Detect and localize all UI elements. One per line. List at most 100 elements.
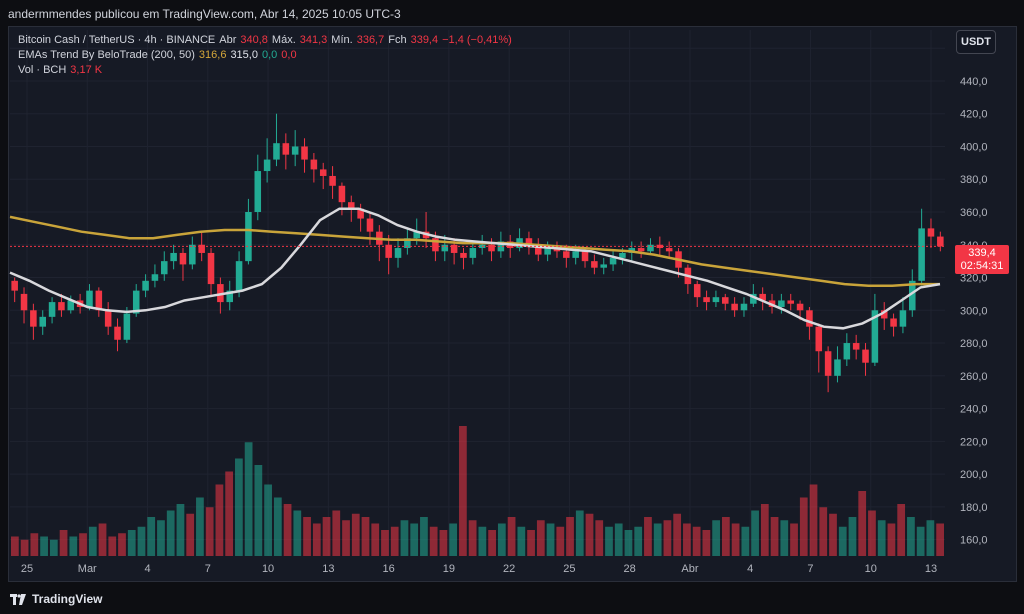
volume-bar bbox=[410, 523, 419, 556]
top-bar: andermmendes publicou em TradingView.com… bbox=[0, 0, 1024, 26]
candle-body bbox=[104, 310, 112, 327]
y-tick-label: 440,0 bbox=[960, 76, 988, 88]
legend-ohlc-row[interactable]: Bitcoin Cash / TetherUS · 4h · BINANCE A… bbox=[18, 33, 512, 48]
candle-body bbox=[899, 310, 907, 327]
bar-countdown: 02:54:31 bbox=[960, 260, 1004, 272]
candle-body bbox=[254, 171, 262, 212]
ema-title: EMAs Trend By BeloTrade (200, 50) bbox=[18, 49, 195, 61]
volume-bar bbox=[546, 523, 555, 556]
volume-bar bbox=[673, 513, 682, 556]
candle-body bbox=[310, 159, 318, 170]
volume-bar bbox=[829, 513, 837, 556]
volume-bar bbox=[322, 517, 331, 556]
volume-bar bbox=[751, 510, 759, 556]
candle-body bbox=[432, 238, 439, 252]
candle-body bbox=[647, 244, 654, 252]
volume-bar bbox=[88, 526, 97, 556]
volume-bar bbox=[342, 520, 350, 556]
volume-bar bbox=[468, 520, 477, 556]
candle-body bbox=[319, 169, 327, 176]
candle-body bbox=[301, 146, 308, 160]
volume-bar bbox=[127, 530, 136, 556]
candle-body bbox=[591, 261, 598, 268]
volume-bar bbox=[361, 517, 370, 556]
volume-bar bbox=[381, 530, 389, 556]
currency-button[interactable]: USDT bbox=[956, 30, 996, 54]
candle-body bbox=[441, 244, 449, 252]
volume-bar bbox=[478, 526, 487, 556]
candle-body bbox=[95, 290, 103, 311]
candle-body bbox=[114, 326, 121, 340]
candle-body bbox=[563, 251, 570, 258]
volume-bar bbox=[497, 523, 506, 556]
candle-body bbox=[572, 251, 579, 258]
volume-bar bbox=[166, 510, 175, 556]
candle-body bbox=[48, 302, 56, 317]
candle-body bbox=[712, 297, 720, 303]
candle-body bbox=[151, 274, 159, 281]
candle-body bbox=[273, 143, 280, 160]
close-value: 339,4 bbox=[410, 34, 439, 46]
y-tick-label: 320,0 bbox=[960, 273, 988, 285]
candle-body bbox=[142, 280, 149, 291]
y-tick-label: 400,0 bbox=[960, 141, 988, 153]
open-value: 340,8 bbox=[240, 34, 268, 46]
volume-bar bbox=[371, 523, 380, 556]
candle-body bbox=[535, 244, 542, 255]
x-tick-label: 4 bbox=[747, 563, 753, 575]
y-tick-label: 240,0 bbox=[960, 404, 988, 416]
high-value: 341,3 bbox=[299, 34, 328, 46]
volume-bar bbox=[770, 517, 779, 556]
volume-bar bbox=[819, 507, 828, 556]
candle-body bbox=[11, 280, 18, 291]
candle-body bbox=[796, 303, 804, 311]
candle-body bbox=[226, 290, 233, 303]
volume-bar bbox=[118, 533, 126, 556]
candle-body bbox=[750, 293, 757, 304]
volume-bar bbox=[312, 523, 321, 556]
volume-bar bbox=[69, 536, 78, 556]
volume-bar bbox=[585, 513, 594, 556]
candle-body bbox=[338, 185, 346, 203]
candle-body bbox=[787, 300, 794, 304]
change-value: −1,4 (−0,41%) bbox=[442, 34, 512, 46]
volume-bar bbox=[439, 530, 448, 556]
candle-body bbox=[170, 252, 177, 262]
candle-body bbox=[703, 297, 710, 303]
volume-bar bbox=[897, 504, 906, 556]
candle-body bbox=[665, 248, 673, 252]
x-tick-label: 22 bbox=[503, 563, 515, 575]
candle-body bbox=[824, 351, 832, 376]
legend-volume-row[interactable]: Vol · BCH 3,17 K bbox=[18, 63, 512, 78]
candle-body bbox=[937, 236, 944, 247]
volume-value: 3,17 K bbox=[70, 64, 103, 76]
volume-bar bbox=[868, 510, 876, 556]
candle-body bbox=[862, 349, 869, 363]
volume-bar bbox=[936, 523, 944, 556]
candle-body bbox=[86, 290, 93, 308]
candle-body bbox=[161, 261, 168, 275]
candle-body bbox=[637, 248, 645, 252]
x-tick-label: 25 bbox=[563, 563, 575, 575]
volume-bar bbox=[488, 530, 496, 556]
x-tick-label: 10 bbox=[865, 563, 877, 575]
tradingview-logo[interactable]: TradingView bbox=[10, 592, 102, 606]
volume-bar bbox=[332, 510, 341, 556]
candle-body bbox=[600, 264, 607, 268]
ema-value-1: 316,6 bbox=[198, 49, 227, 61]
legend-ema-row[interactable]: EMAs Trend By BeloTrade (200, 50) 316,6 … bbox=[18, 48, 512, 63]
candle-body bbox=[58, 302, 65, 311]
volume-bar bbox=[40, 536, 48, 556]
volume-bar bbox=[205, 507, 214, 556]
volume-bar bbox=[653, 523, 662, 556]
candle-body bbox=[282, 143, 290, 155]
x-tick-label: Abr bbox=[681, 563, 698, 575]
volume-bar bbox=[11, 536, 19, 556]
volume-bar bbox=[575, 510, 584, 556]
volume-bar bbox=[459, 426, 467, 556]
candle-body bbox=[497, 241, 505, 252]
volume-bar bbox=[556, 526, 565, 556]
ema200-line bbox=[9, 215, 940, 287]
volume-bar bbox=[809, 484, 818, 556]
